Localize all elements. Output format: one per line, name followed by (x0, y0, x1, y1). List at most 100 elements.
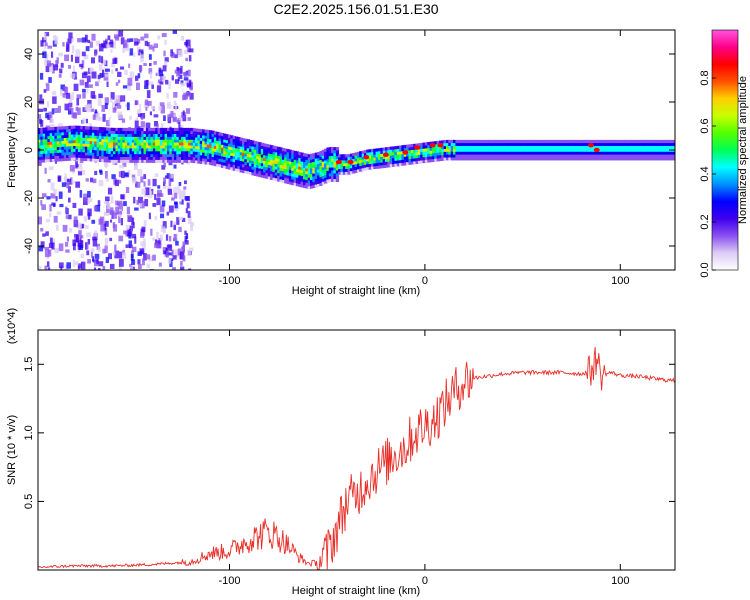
spectrogram-cell (328, 147, 333, 151)
spectrogram-cell (586, 148, 590, 152)
spectrogram-cell (319, 174, 323, 178)
spectrogram-cell (340, 154, 344, 158)
spectrogram-cell (333, 173, 337, 177)
spectrogram-cell (284, 171, 288, 175)
spectrogram-cell (394, 157, 398, 161)
spectrogram-cell (385, 161, 389, 165)
spectrogram-cell (528, 139, 532, 144)
spectrogram-cell (607, 142, 612, 146)
spectrogram-cell (488, 151, 492, 155)
spectrogram-cell (164, 151, 168, 155)
spectrogram-cell (218, 155, 222, 159)
spectrogram-cell (246, 145, 250, 149)
spectrogram-cell (114, 250, 120, 259)
spectrogram-cell (572, 145, 576, 149)
spectrogram-cell (317, 177, 321, 182)
spectrogram-cell (408, 161, 412, 165)
spectrogram-cell (40, 153, 44, 157)
spectrogram-cell (298, 166, 302, 170)
spectrogram-cell (156, 243, 162, 249)
spectrogram-cell (119, 164, 124, 169)
spectrogram-cell (188, 145, 192, 149)
spectrogram-cell (188, 48, 194, 53)
spectrogram-cell (551, 154, 555, 158)
spectrogram-cell (195, 160, 199, 164)
spectrogram-cell (110, 148, 114, 152)
spectrogram-cell (190, 130, 194, 134)
spectrogram-cell (127, 153, 131, 157)
spectrogram-cell (417, 160, 422, 164)
spectrogram-cell (90, 108, 95, 112)
spectrogram-cell (488, 148, 492, 152)
spectrogram-cell (199, 140, 204, 144)
spectrogram-cell (331, 155, 335, 159)
spectrogram-cell (235, 168, 239, 172)
spectrogram-cell (239, 137, 243, 141)
spectrogram-cell (497, 151, 501, 155)
spectrogram-cell (455, 145, 459, 149)
spectrogram-cell (192, 128, 197, 132)
spectrogram-cell (265, 144, 269, 148)
spectrogram-cell (218, 161, 222, 165)
spectrogram-cell (237, 154, 241, 158)
spectrogram-cell (209, 153, 213, 157)
spectrogram-cell (159, 133, 164, 137)
spectrogram-cell (593, 145, 597, 149)
spectrogram-cell (169, 139, 173, 143)
spectrogram-cell (605, 142, 609, 146)
spectrogram-cell (279, 153, 283, 157)
spectrogram-cell (209, 161, 213, 166)
spectrogram-cell (38, 130, 42, 134)
spectrogram-cell (88, 84, 93, 88)
spectrogram-cell (347, 168, 351, 172)
spectrogram-cell (188, 139, 192, 143)
spectrogram-cell (137, 113, 142, 118)
spectrogram-cell (673, 151, 675, 155)
spectrogram-cell (136, 139, 140, 143)
spectrogram-cell (80, 65, 83, 70)
spectrogram-cell (66, 137, 70, 141)
spectrogram-cell (488, 139, 492, 144)
spectrogram-cell (155, 151, 159, 155)
spectrogram-cell (117, 145, 121, 149)
spectrogram-cell (624, 157, 628, 161)
spectrogram-cell (239, 166, 243, 170)
spectrogram-cell (300, 169, 304, 174)
spectrogram-cell (47, 159, 51, 163)
spectrogram-cell (38, 133, 42, 137)
spectrogram-cell (242, 161, 246, 165)
spectrogram-cell (141, 188, 146, 195)
spectrogram-cell (113, 153, 117, 157)
spectrogram-cell (192, 136, 197, 140)
spectrogram-cell (654, 139, 658, 144)
spectrogram-cell (340, 171, 344, 175)
spectrogram-cell (284, 163, 288, 167)
spectrogram-cell (67, 186, 71, 193)
spectrogram-cell (464, 151, 469, 155)
spectrogram-cell (647, 145, 651, 149)
spectrogram-cell (371, 160, 375, 164)
spectrogram-cell (86, 244, 89, 250)
spectrogram-cell (415, 143, 419, 147)
spectrogram-cell (213, 154, 218, 158)
spectrogram-cell (565, 157, 569, 161)
spectrogram-cell (192, 145, 197, 149)
spectrogram-cell (274, 175, 279, 179)
spectrogram-cell (105, 68, 110, 72)
spectrogram-cell (174, 103, 177, 111)
spectrogram-cell (560, 139, 565, 144)
spectrogram-cell (643, 148, 647, 152)
spectrogram-cell (146, 90, 151, 99)
spectrogram-cell (68, 131, 72, 135)
spectrogram-cell (97, 200, 101, 207)
spectrogram-cell (183, 130, 187, 134)
spectrogram-cell (626, 142, 630, 146)
spectrogram-cell (661, 148, 665, 152)
spectrogram-cell (284, 157, 288, 161)
spectrogram-cell (69, 165, 75, 172)
spectrogram-cell (163, 226, 166, 233)
spectrogram-cell (89, 41, 93, 48)
spectrogram-cell (220, 158, 225, 163)
spectrogram-cell (628, 139, 633, 144)
spectrogram-cell (79, 190, 83, 198)
